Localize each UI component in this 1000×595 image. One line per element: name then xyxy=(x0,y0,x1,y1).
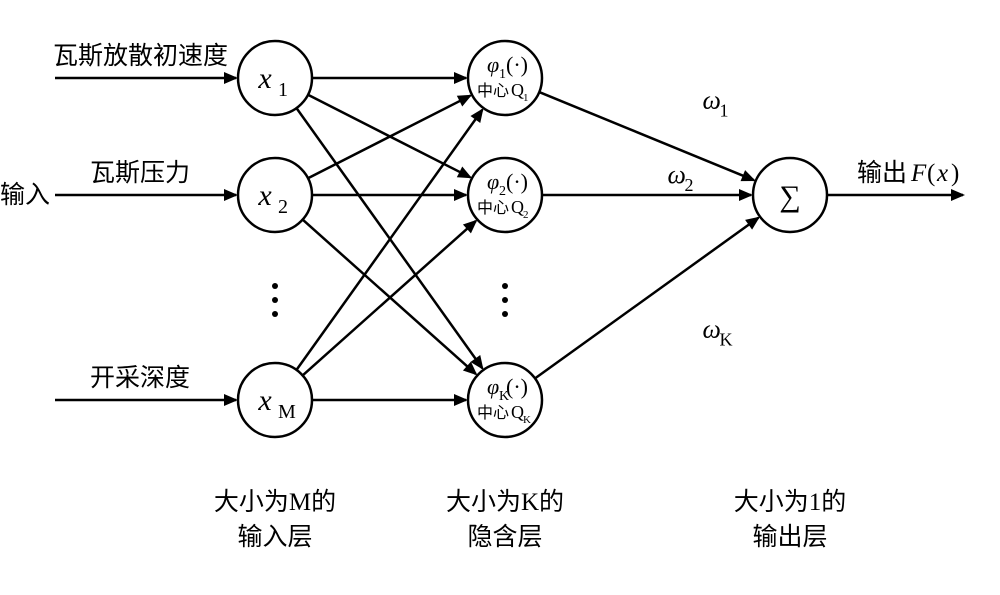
svg-text:瓦斯放散初速度: 瓦斯放散初速度 xyxy=(53,42,228,70)
svg-text:输入: 输入 xyxy=(0,181,50,209)
svg-text:中心: 中心 xyxy=(477,404,509,422)
svg-text:隐含层: 隐含层 xyxy=(467,523,542,551)
svg-text:大小为K的: 大小为K的 xyxy=(446,488,564,516)
svg-text:2: 2 xyxy=(685,175,694,195)
svg-text:x: x xyxy=(936,160,948,187)
svg-text:ω: ω xyxy=(703,315,721,344)
svg-text:∑: ∑ xyxy=(779,180,800,213)
svg-text:F: F xyxy=(910,160,927,187)
svg-text:中心: 中心 xyxy=(477,82,509,100)
svg-text:瓦斯压力: 瓦斯压力 xyxy=(90,159,190,187)
svg-text:ω: ω xyxy=(703,86,721,115)
svg-text:输入层: 输入层 xyxy=(237,523,312,551)
svg-text:K: K xyxy=(523,414,531,426)
svg-text:输出层: 输出层 xyxy=(752,523,827,551)
svg-text:1: 1 xyxy=(523,92,529,104)
svg-text:x: x xyxy=(257,384,272,417)
svg-text:ω: ω xyxy=(668,160,686,189)
svg-text:M: M xyxy=(278,401,296,423)
svg-text:1: 1 xyxy=(499,67,506,82)
svg-text:φ: φ xyxy=(487,169,499,194)
svg-text:2: 2 xyxy=(499,184,506,199)
svg-text:(·): (·) xyxy=(506,169,528,194)
svg-text:): ) xyxy=(951,160,959,187)
svg-text:(·): (·) xyxy=(506,52,528,77)
svg-text:2: 2 xyxy=(523,209,529,221)
svg-text:(·): (·) xyxy=(506,374,528,399)
svg-text:φ: φ xyxy=(487,52,499,77)
svg-text:φ: φ xyxy=(487,374,499,399)
svg-text:(: ( xyxy=(927,160,935,187)
svg-text:1: 1 xyxy=(720,101,729,121)
svg-text:2: 2 xyxy=(278,196,288,218)
svg-text:1: 1 xyxy=(278,79,288,101)
svg-text:大小为M的: 大小为M的 xyxy=(214,488,336,516)
svg-text:K: K xyxy=(720,330,733,350)
svg-text:中心: 中心 xyxy=(477,199,509,217)
svg-text:输出: 输出 xyxy=(857,159,907,187)
svg-text:开采深度: 开采深度 xyxy=(90,364,190,392)
rbf-network-diagram: x1x2xMφ1(·)中心Q1φ2(·)中心Q2φK(·)中心QK∑瓦斯放散初速… xyxy=(0,0,1000,595)
svg-text:大小为1的: 大小为1的 xyxy=(734,488,847,516)
svg-text:x: x xyxy=(257,179,272,212)
svg-text:x: x xyxy=(257,62,272,95)
